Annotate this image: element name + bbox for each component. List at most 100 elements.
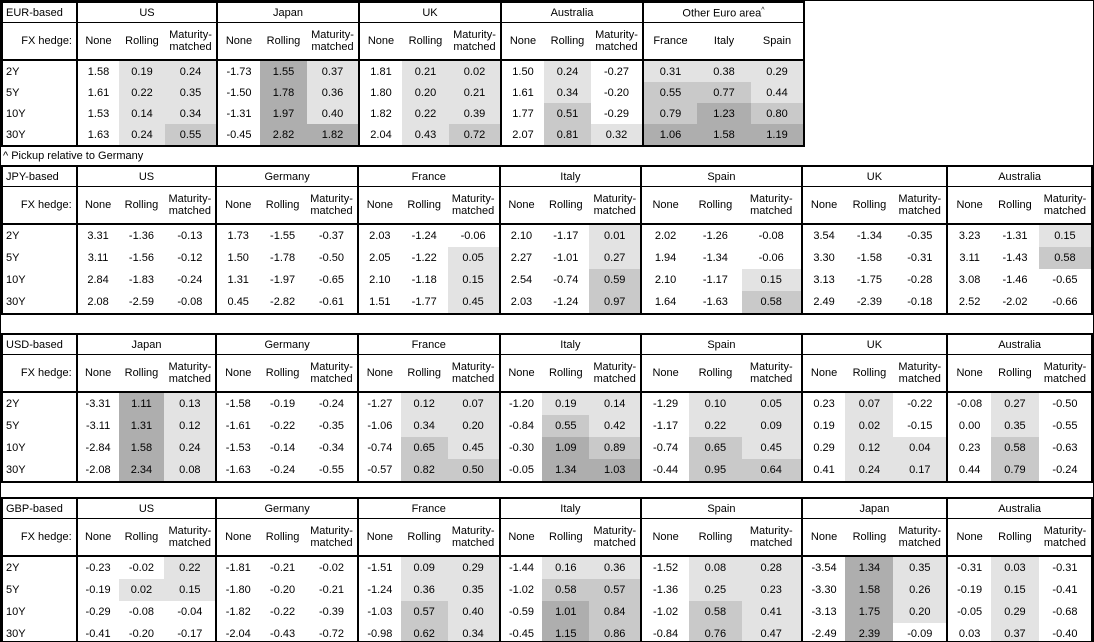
- column-header: Rolling: [544, 22, 591, 61]
- value-cell: 1.97: [260, 103, 307, 124]
- value-cell: -0.02: [128, 562, 154, 574]
- value-cell: 2.49: [800, 291, 846, 314]
- group-header: Other Euro area^: [642, 2, 804, 23]
- column-header: Maturity-matched: [589, 186, 642, 225]
- value-cell: 1.53: [76, 103, 119, 124]
- group-header: Germany: [215, 166, 358, 187]
- value-cell: 1.94: [640, 247, 689, 269]
- value-cell: 0.17: [893, 459, 948, 482]
- value-cell: -1.81: [215, 556, 260, 579]
- column-header: Maturity-matched: [447, 354, 500, 393]
- value-cell: 2.52: [946, 291, 992, 314]
- column-header: Rolling: [542, 186, 590, 225]
- column-header: None: [640, 186, 689, 225]
- value-cell: -0.30: [498, 437, 543, 459]
- group-header: UK: [358, 2, 501, 23]
- value-cell: -1.82: [215, 601, 260, 623]
- value-cell: 0.24: [544, 60, 591, 82]
- value-cell: -0.24: [1052, 464, 1078, 476]
- value-cell: -1.34: [702, 252, 728, 264]
- row-label: 30Y: [6, 296, 26, 308]
- value-cell: 0.02: [845, 415, 894, 437]
- value-cell: -1.58: [856, 252, 882, 264]
- value-cell: 0.77: [697, 82, 751, 103]
- value-cell: -1.43: [1002, 252, 1028, 264]
- value-cell: 3.31: [75, 224, 119, 247]
- group-header: Australia: [946, 498, 1092, 519]
- value-cell: 0.58: [688, 601, 742, 623]
- eur-based-table: EUR-based US Japan UK Australia Other Euro ar…: [1, 1, 805, 147]
- value-cell: 0.45: [741, 437, 802, 459]
- column-header: None: [640, 518, 689, 557]
- value-cell: 0.82: [400, 459, 448, 482]
- value-cell: 1.03: [589, 459, 642, 482]
- value-cell: 1.77: [500, 103, 544, 124]
- column-header: None: [640, 354, 689, 393]
- group-header: Italy: [498, 166, 642, 187]
- value-cell: -0.08: [128, 606, 154, 618]
- value-cell: -0.22: [270, 606, 296, 618]
- value-cell: -0.31: [946, 556, 992, 579]
- value-cell: -1.58: [215, 392, 260, 415]
- value-cell: 1.61: [76, 82, 119, 103]
- column-header: Rolling: [402, 22, 449, 61]
- value-cell: 1.78: [260, 82, 307, 103]
- column-header: Rolling: [259, 518, 307, 557]
- fx-hedge-label: FX hedge:: [2, 518, 77, 557]
- column-header: Maturity-matched: [589, 354, 642, 393]
- value-cell: 0.35: [447, 579, 500, 601]
- column-header: None: [498, 354, 543, 393]
- value-cell: -0.19: [946, 579, 992, 601]
- value-cell: -0.41: [1052, 584, 1078, 596]
- value-cell: -0.84: [498, 415, 543, 437]
- value-cell: -0.65: [1052, 274, 1078, 286]
- row-label: 2Y: [6, 230, 20, 242]
- column-header: Maturity-matched: [591, 22, 643, 61]
- value-cell: 2.08: [75, 291, 119, 314]
- value-cell: -3.13: [800, 601, 846, 623]
- column-header: Maturity-matched: [306, 354, 358, 393]
- group-header: Italy: [498, 334, 642, 355]
- value-cell: 0.55: [542, 415, 590, 437]
- value-cell: 0.05: [447, 247, 500, 269]
- value-cell: 1.80: [358, 82, 402, 103]
- column-header: None: [75, 518, 119, 557]
- column-header: Rolling: [845, 518, 894, 557]
- value-cell: 0.58: [741, 291, 802, 314]
- value-cell: -0.22: [270, 420, 296, 432]
- column-header: None: [76, 22, 119, 61]
- value-cell: -0.20: [603, 86, 630, 99]
- value-cell: 2.02: [640, 224, 689, 247]
- value-cell: 1.34: [542, 459, 590, 482]
- value-cell: -0.31: [1052, 562, 1078, 574]
- value-cell: -1.73: [216, 60, 260, 82]
- value-cell: 0.00: [946, 415, 992, 437]
- value-cell: 3.11: [946, 247, 992, 269]
- column-header: Rolling: [119, 22, 165, 61]
- value-cell: 1.81: [358, 60, 402, 82]
- value-cell: 2.10: [498, 224, 543, 247]
- column-header: Maturity-matched: [165, 22, 217, 61]
- value-cell: 0.02: [118, 579, 165, 601]
- value-cell: -0.34: [318, 442, 345, 454]
- value-cell: -0.35: [907, 230, 933, 242]
- group-header: France: [356, 498, 500, 519]
- value-cell: 0.35: [893, 556, 948, 579]
- value-cell: -0.59: [498, 601, 543, 623]
- value-cell: 0.12: [845, 437, 894, 459]
- value-cell: -0.66: [1052, 296, 1078, 308]
- value-cell: -0.13: [177, 230, 203, 242]
- usd-based-table: USD-based Japan Germany France Italy Spain UK A…: [1, 333, 1093, 483]
- value-cell: -0.18: [907, 296, 933, 308]
- row-label: 30Y: [6, 464, 26, 476]
- value-cell: -0.74: [553, 274, 579, 286]
- value-cell: 0.12: [400, 392, 448, 415]
- value-cell: 0.10: [688, 392, 742, 415]
- value-cell: 3.23: [946, 224, 992, 247]
- column-header: Rolling: [259, 186, 307, 225]
- value-cell: 0.08: [688, 556, 742, 579]
- group-header: UK: [800, 166, 948, 187]
- group-header-superscript: ^: [761, 7, 765, 15]
- column-header: Maturity-matched: [741, 186, 802, 225]
